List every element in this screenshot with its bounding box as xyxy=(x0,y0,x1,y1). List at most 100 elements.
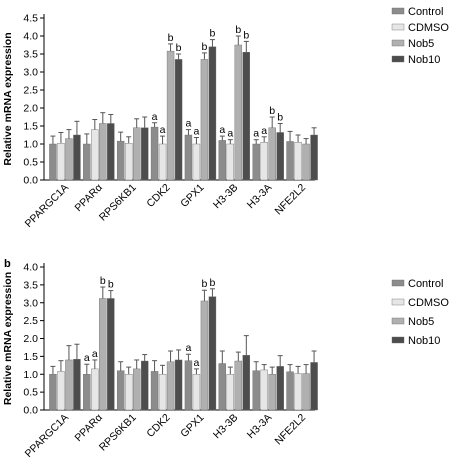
bar xyxy=(91,129,99,181)
bar xyxy=(140,360,149,411)
y-tick-label: 1.0 xyxy=(23,139,38,151)
bar xyxy=(150,371,159,411)
x-category-label: CDK2 xyxy=(144,412,172,440)
significance-label: a xyxy=(160,124,166,136)
significance-label: b xyxy=(176,42,182,54)
y-tick-label: 1.5 xyxy=(23,351,38,363)
bar xyxy=(218,363,227,411)
bar xyxy=(116,140,125,181)
x-category-label: H3-3B xyxy=(211,412,241,442)
legend-label: Nob10 xyxy=(408,54,440,66)
significance-label: b xyxy=(210,28,216,40)
bar xyxy=(192,143,201,181)
bar xyxy=(234,360,243,411)
significance-label: b xyxy=(243,29,249,41)
legend-label: Nob10 xyxy=(408,335,440,347)
x-category-label: PPARα xyxy=(72,182,104,214)
bar xyxy=(73,359,81,411)
legend-swatch xyxy=(391,298,405,306)
legend-label: Control xyxy=(408,6,443,18)
significance-label: a xyxy=(227,128,233,140)
bar xyxy=(268,374,276,411)
bar xyxy=(132,127,141,181)
bar xyxy=(57,143,65,181)
x-category-label: RPS6KB1 xyxy=(97,182,139,224)
y-axis-title: Relative mRNA expression xyxy=(2,32,14,165)
bar xyxy=(218,140,227,181)
bar xyxy=(208,46,217,181)
legend-swatch xyxy=(391,279,405,287)
legend-label: CDMSO xyxy=(408,22,449,34)
bar xyxy=(268,127,276,181)
bar xyxy=(276,366,284,411)
bar xyxy=(286,371,294,411)
x-category-label: H3-3A xyxy=(245,412,275,442)
significance-label: a xyxy=(186,118,192,130)
legend-swatch xyxy=(391,317,405,325)
bar xyxy=(83,374,91,411)
bar xyxy=(124,143,133,181)
legend-label: Control xyxy=(408,278,443,290)
bar xyxy=(252,143,260,181)
y-tick-label: 1.0 xyxy=(23,369,38,381)
bar xyxy=(166,50,175,181)
chart-panel-a: 0.0 0.5 1.0 1.5 2.0 2.5 3.0 3.5 4.0 4.5 Relative m… xyxy=(2,6,449,230)
bar xyxy=(310,134,318,181)
bar xyxy=(234,44,243,181)
y-tick-label: 1.5 xyxy=(23,121,38,133)
bar xyxy=(286,141,294,181)
y-tick-label: 2.0 xyxy=(23,333,38,345)
y-tick-label: 0.0 xyxy=(23,175,38,187)
significance-label: b xyxy=(108,279,114,291)
y-tick-label: 0.5 xyxy=(23,387,38,399)
significance-label: b xyxy=(235,24,241,36)
bar xyxy=(310,362,318,411)
y-tick-label: 3.0 xyxy=(23,67,38,79)
bar xyxy=(166,361,175,411)
bar xyxy=(294,373,302,411)
bar xyxy=(200,59,209,181)
significance-label: a xyxy=(194,357,200,369)
bar xyxy=(107,298,115,411)
bar xyxy=(302,143,310,181)
x-category-label: NFE2L2 xyxy=(272,412,308,448)
bar xyxy=(73,134,81,181)
significance-label: b xyxy=(269,105,275,117)
bar xyxy=(158,374,167,411)
x-category-label: PPARGC1A xyxy=(23,182,71,230)
bar xyxy=(124,374,133,411)
y-tick-label: 4.5 xyxy=(23,13,38,25)
bar xyxy=(174,359,183,411)
x-category-label: PPARGC1A xyxy=(23,412,71,460)
x-category-label: NFE2L2 xyxy=(272,182,308,218)
significance-label: a xyxy=(219,124,225,136)
significance-label: a xyxy=(92,348,98,360)
chart-panel-b: b 0.0 0.5 1.0 1.5 2.0 2.5 3.0 3.5 4.0 Relative mRN… xyxy=(2,258,449,460)
bar xyxy=(49,143,57,181)
significance-label: a xyxy=(152,111,158,123)
bar xyxy=(99,298,107,411)
bar xyxy=(91,368,99,411)
x-category-label: GPX1 xyxy=(178,182,206,210)
legend-swatch xyxy=(391,336,405,344)
y-tick-label: 2.5 xyxy=(23,315,38,327)
bar xyxy=(252,370,260,411)
bar xyxy=(242,355,251,411)
bar xyxy=(65,138,73,181)
legend-label: CDMSO xyxy=(408,297,449,309)
bar xyxy=(158,143,167,181)
significance-label: b xyxy=(202,278,208,290)
y-tick-label: 4.0 xyxy=(23,262,38,274)
bar xyxy=(65,359,73,411)
bar xyxy=(49,374,57,411)
y-tick-label: 2.0 xyxy=(23,103,38,115)
x-category-label: H3-3A xyxy=(245,182,275,212)
significance-label: a xyxy=(186,342,192,354)
legend-swatch xyxy=(391,39,405,47)
bar xyxy=(208,296,217,411)
significance-label: a xyxy=(253,128,259,140)
legend-swatch xyxy=(391,23,405,31)
bar xyxy=(260,369,268,411)
bar xyxy=(200,300,209,411)
significance-label: b xyxy=(168,32,174,44)
